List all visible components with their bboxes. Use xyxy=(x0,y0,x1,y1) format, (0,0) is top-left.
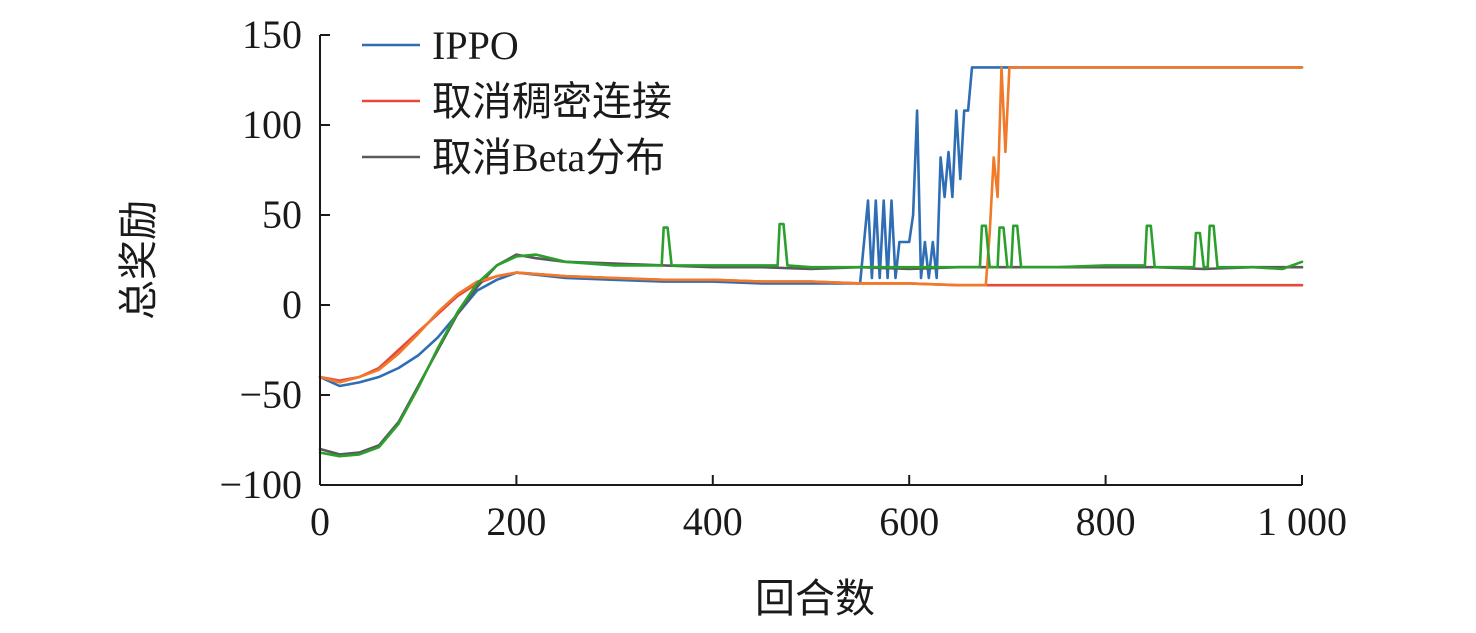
y-tick-label: −100 xyxy=(219,462,302,507)
y-tick-label: 0 xyxy=(282,282,302,327)
x-tick-label: 600 xyxy=(879,499,939,544)
series-line-3 xyxy=(318,66,1304,384)
y-tick-label: 50 xyxy=(262,192,302,237)
plot-lines xyxy=(318,66,1304,458)
x-tick-label: 400 xyxy=(683,499,743,544)
x-axis-title: 回合数 xyxy=(755,576,875,622)
x-tick-label: 200 xyxy=(486,499,546,544)
y-tick-label: −50 xyxy=(239,372,302,417)
x-tick-label: 800 xyxy=(1076,499,1136,544)
series-line-4 xyxy=(318,222,1304,458)
legend-label: IPPO xyxy=(432,23,519,68)
axes xyxy=(319,35,1302,486)
legend-label: 取消稠密连接 xyxy=(432,79,672,124)
x-tick-label: 1 000 xyxy=(1257,499,1347,544)
y-tick-label: 150 xyxy=(242,12,302,57)
series-line-0 xyxy=(318,66,1304,388)
y-axis-title: 总奖励 xyxy=(116,200,162,320)
x-tick-label: 0 xyxy=(310,499,330,544)
legend-label: 取消Beta分布 xyxy=(432,135,665,180)
y-tick-label: 100 xyxy=(242,102,302,147)
ticks: 0 200 400 600 800 1 000 −100 −50 0 50 100 150 xyxy=(219,12,1347,544)
